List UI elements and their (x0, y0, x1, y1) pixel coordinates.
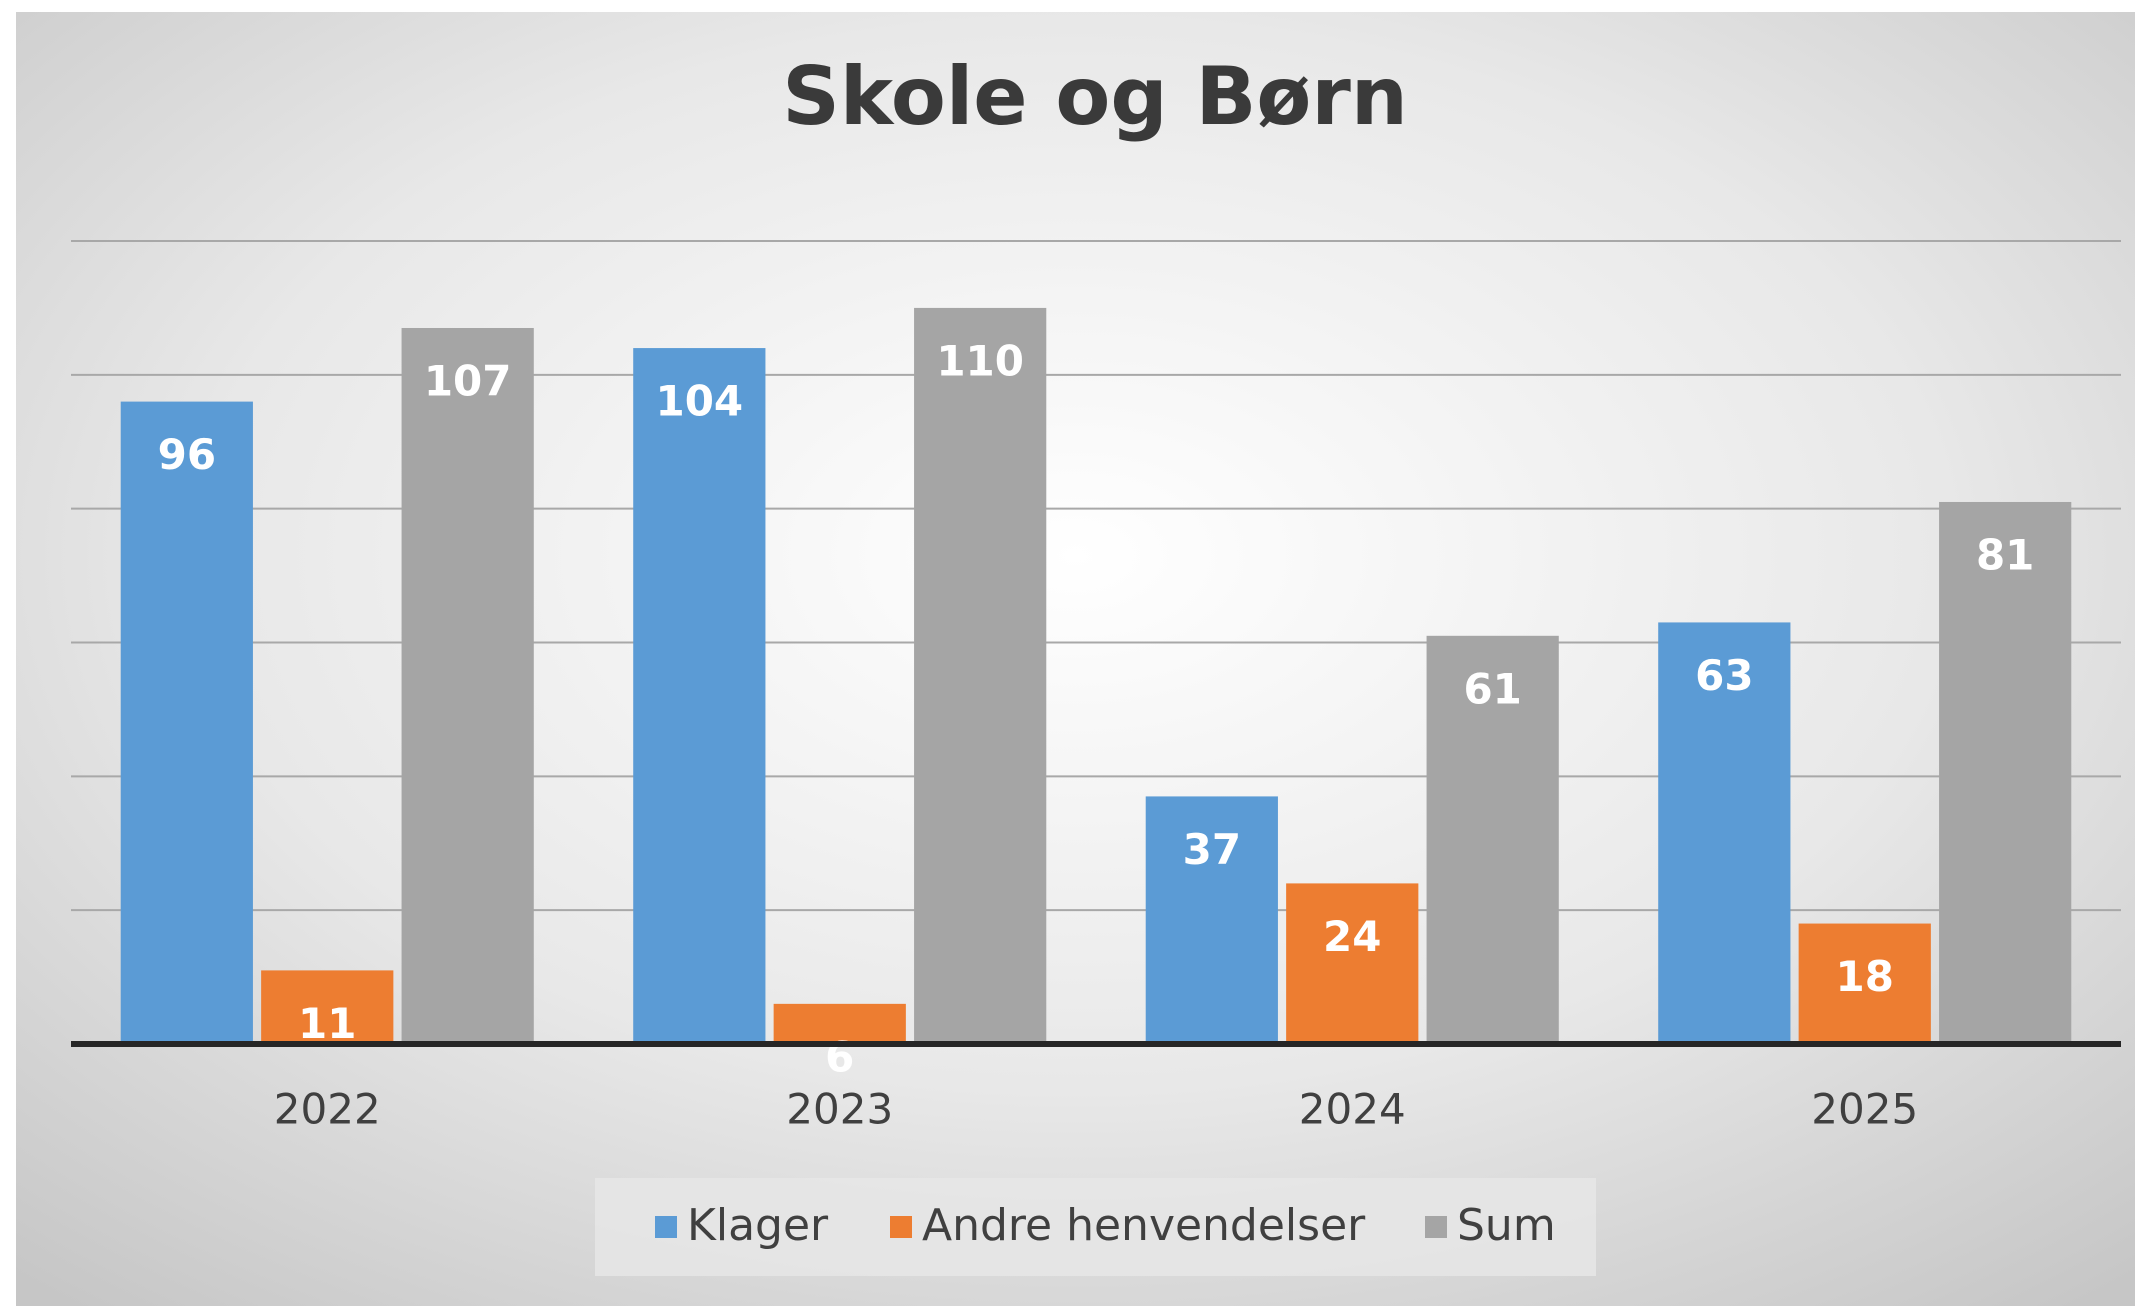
bar (914, 307, 1047, 1045)
bar (120, 401, 253, 1045)
bar (1426, 635, 1559, 1044)
legend-swatch (890, 1216, 912, 1238)
data-label: 63 (1695, 651, 1753, 700)
chart-title: Skole og Børn (782, 50, 1408, 143)
bar (401, 327, 534, 1044)
bar (633, 348, 766, 1045)
data-label: 61 (1463, 664, 1521, 713)
legend-swatch (1425, 1216, 1447, 1238)
legend-swatch (655, 1216, 677, 1238)
data-label: 37 (1183, 825, 1241, 874)
bar (773, 1003, 906, 1044)
data-label: 18 (1836, 952, 1894, 1001)
x-tick-label: 2025 (1811, 1085, 1918, 1134)
bar (1286, 883, 1419, 1044)
data-label: 96 (158, 430, 216, 479)
data-label: 107 (424, 356, 512, 405)
bar (1658, 622, 1791, 1044)
legend-label: Andre henvendelser (922, 1200, 1366, 1251)
bar (1145, 796, 1278, 1044)
bar (1798, 923, 1931, 1044)
data-label: 24 (1323, 912, 1381, 961)
x-tick-label: 2022 (274, 1085, 381, 1134)
data-label: 110 (936, 336, 1024, 385)
data-label: 6 (825, 1032, 854, 1081)
x-tick-label: 2023 (786, 1085, 893, 1134)
bar (261, 970, 394, 1044)
legend-label: Sum (1457, 1200, 1556, 1251)
bar (1939, 501, 2072, 1045)
data-label: 11 (298, 999, 356, 1048)
legend-label: Klager (687, 1200, 829, 1251)
x-tick-label: 2024 (1299, 1085, 1406, 1134)
data-label: 104 (655, 377, 743, 426)
data-label: 81 (1976, 530, 2034, 579)
